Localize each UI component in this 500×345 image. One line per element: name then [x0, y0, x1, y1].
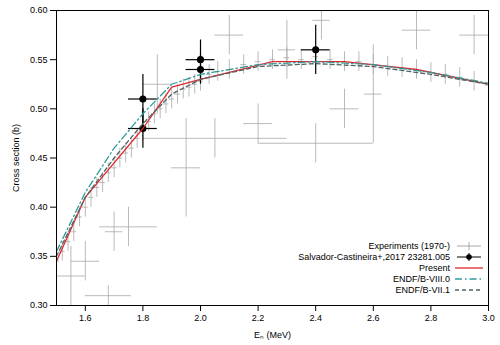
html-text:ENDF/B-VIII.0: ENDF/B-VIII.0 — [393, 273, 450, 284]
svg-text:2.0: 2.0 — [194, 313, 207, 323]
svg-text:0.30: 0.30 — [30, 300, 48, 310]
html-text:ENDF/B-VII.1: ENDF/B-VII.1 — [395, 284, 450, 295]
svg-text:Cross section (b): Cross section (b) — [11, 124, 21, 192]
html-text:Present: Present — [419, 262, 450, 273]
svg-text:3.0: 3.0 — [482, 313, 495, 323]
svg-text:2.2: 2.2 — [252, 313, 265, 323]
svg-text:2.4: 2.4 — [309, 313, 322, 323]
svg-text:0.60: 0.60 — [30, 5, 48, 15]
svg-text:1.8: 1.8 — [137, 313, 150, 323]
svg-text:0.50: 0.50 — [30, 104, 48, 114]
svg-text:Eₙ (MeV): Eₙ (MeV) — [254, 330, 291, 340]
svg-text:1.6: 1.6 — [79, 313, 92, 323]
svg-text:0.40: 0.40 — [30, 202, 48, 212]
svg-text:0.45: 0.45 — [30, 153, 48, 163]
svg-text:2.6: 2.6 — [367, 313, 380, 323]
svg-text:0.35: 0.35 — [30, 251, 48, 261]
svg-text:0.55: 0.55 — [30, 55, 48, 65]
html-text:Experiments (1970-): Experiments (1970-) — [368, 240, 450, 251]
html-text:Salvador-Castineira+,2017 2328: Salvador-Castineira+,2017 23281.005 — [298, 251, 450, 262]
svg-text:2.8: 2.8 — [425, 313, 438, 323]
